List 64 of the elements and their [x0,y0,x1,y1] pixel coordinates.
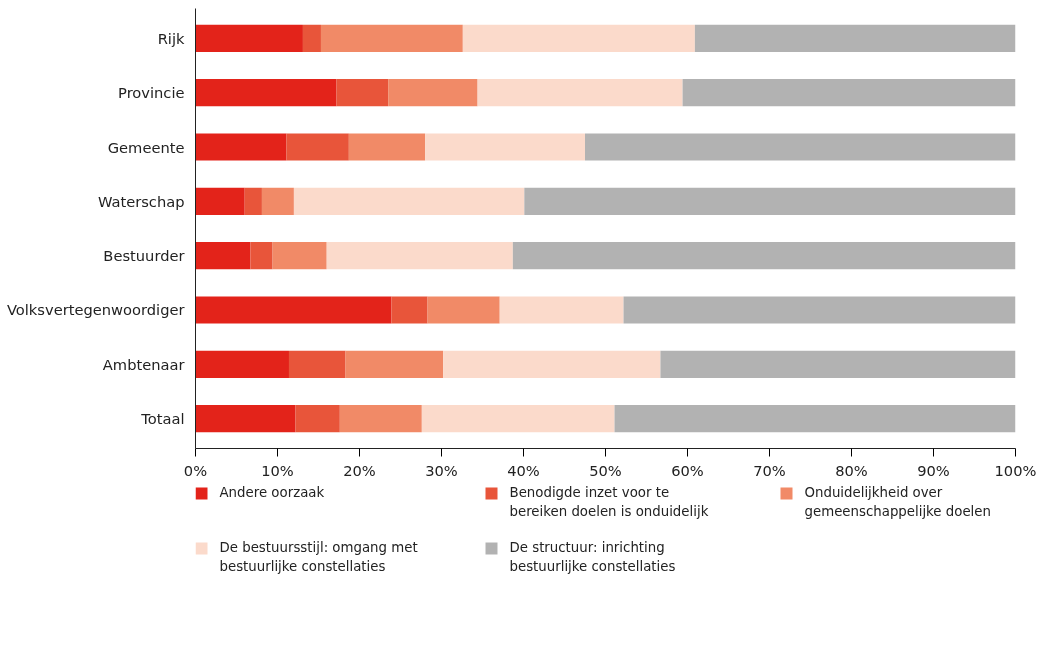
x-tick-label: 60% [671,461,704,479]
y-tick-label: Waterschap [97,192,185,210]
y-tick-label: Ambtenaar [102,355,186,373]
legend-label: Benodigde inzet voor te bereiken doelen is onduidelijk [509,484,709,519]
y-tick-label: Bestuurder [103,247,186,265]
x-tick-label: 80% [835,461,868,479]
y-tick-label: Provincie [118,84,185,102]
x-tick-label: 20% [343,461,376,479]
bar [261,187,294,215]
bar [195,24,303,52]
bar [195,79,337,107]
bar [391,296,428,324]
bar [421,405,615,433]
y-tick-label: Volksvertegenwoordiger [6,301,186,319]
bar [512,242,1016,270]
y-tick-label: Gemeente [107,138,185,156]
bar [326,242,513,270]
bar [295,405,340,433]
x-tick-label: 30% [425,461,458,479]
bar [585,133,1016,161]
legend-label: De structuur: inrichting bestuurlijke constellaties [509,539,676,574]
bar [288,350,346,378]
bar [682,79,1016,107]
x-tick-label: 40% [507,461,540,479]
bar [427,296,500,324]
bar [499,296,624,324]
bar [195,296,392,324]
bar [388,79,478,107]
bar [443,350,661,378]
bar [195,133,287,161]
legend-label: Andere oorzaak [219,484,325,500]
bar [694,24,1016,52]
bar [320,24,463,52]
bar [339,405,422,433]
bar [524,187,1016,215]
x-tick-label: 10% [261,461,294,479]
bar [614,405,1016,433]
bar [302,24,321,52]
bar [293,187,525,215]
bar [345,350,444,378]
legend-label: De bestuursstijl: omgang met bestuurlijke constellaties [219,539,418,574]
x-tick-label: 50% [589,461,622,479]
bar [348,133,426,161]
bar [425,133,585,161]
bar [250,242,273,270]
y-tick-label: Rijk [157,29,186,47]
bar [195,187,245,215]
x-tick-label: 70% [753,461,786,479]
bar [195,405,296,433]
x-tick-label: 90% [917,461,950,479]
bar [195,242,251,270]
bar [660,350,1016,378]
x-tick-label: 100% [994,461,1037,479]
bar [623,296,1016,324]
bar [244,187,262,215]
bar [195,350,289,378]
legend-label: Onduidelijkheid over gemeenschappelijke doelen [804,484,991,519]
bar [462,24,695,52]
bar [477,79,683,107]
bar [272,242,327,270]
y-tick-label: Totaal [140,410,185,428]
x-tick-label: 0% [183,461,208,479]
bar [286,133,349,161]
bar [336,79,389,107]
